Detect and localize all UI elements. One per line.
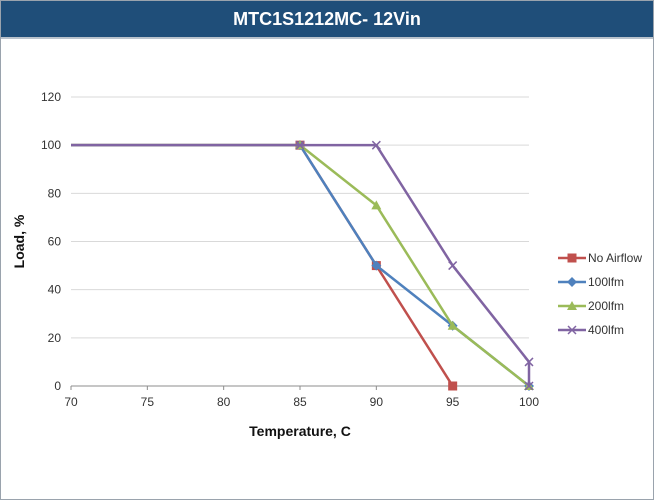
y-tick-label-80: 80 (48, 186, 62, 200)
series-group (71, 140, 534, 391)
series-100lfm (71, 140, 534, 391)
x-tick-label-100: 100 (519, 395, 539, 409)
data-point-400lfm-2 (371, 140, 381, 150)
y-tick-label-20: 20 (48, 331, 62, 345)
y-tick-label-40: 40 (48, 283, 62, 297)
series-200lfm (71, 140, 534, 390)
x-tick-label-95: 95 (446, 395, 460, 409)
x-tick-label-90: 90 (370, 395, 384, 409)
legend-item-400lfm: 400lfm (558, 323, 624, 337)
y-tick-label-0: 0 (54, 379, 61, 393)
series-400lfm (71, 140, 534, 391)
legend-marker-100lfm (567, 277, 577, 287)
y-tick-label-100: 100 (41, 138, 61, 152)
series-no-airflow (71, 140, 458, 391)
data-point-400lfm-3 (448, 261, 458, 271)
legend-item-100lfm: 100lfm (558, 275, 624, 289)
y-tick-label-60: 60 (48, 235, 62, 249)
series-line-no-airflow (71, 143, 454, 387)
tick-labels: 0 20 40 60 80 100 120 70 75 80 85 90 95 100 (41, 90, 539, 409)
data-point-100lfm-2 (371, 260, 382, 271)
x-tick-label-85: 85 (293, 395, 307, 409)
legend-label-200lfm: 200lfm (588, 299, 624, 313)
data-point-400lfm-1 (295, 140, 305, 150)
legend-marker-no-airflow (567, 253, 577, 263)
series-line-200lfm (71, 143, 530, 387)
x-axis-label: Temperature, C (249, 423, 351, 439)
legend-label-no-airflow: No Airflow (588, 251, 642, 265)
x-tick-label-80: 80 (217, 395, 231, 409)
x-tick-label-75: 75 (141, 395, 155, 409)
legend-label-400lfm: 400lfm (588, 323, 624, 337)
title-bar: MTC1S1212MC- 12Vin (1, 1, 653, 37)
data-point-200lfm-2 (371, 200, 382, 210)
series-line-400lfm (71, 143, 531, 386)
gridlines (71, 96, 529, 339)
legend-item-no-airflow: No Airflow (558, 251, 642, 265)
data-point-400lfm-4 (524, 357, 534, 367)
legend-label-100lfm: 100lfm (588, 275, 624, 289)
legend: No Airflow 100lfm 200lfm 400lfm (558, 251, 642, 337)
legend-marker-200lfm (567, 301, 577, 310)
data-point-200lfm-3 (447, 320, 458, 330)
data-point-400lfm-5 (524, 381, 534, 391)
series-line-100lfm (71, 143, 530, 387)
y-tick-label-120: 120 (41, 90, 61, 104)
legend-marker-400lfm (567, 325, 577, 335)
data-point-no-airflow-3 (448, 381, 458, 391)
y-axis-label: Load, % (11, 214, 27, 268)
axes (70, 385, 530, 390)
legend-item-200lfm: 200lfm (558, 299, 624, 313)
title-divider (1, 37, 653, 39)
chart-title: MTC1S1212MC- 12Vin (233, 8, 421, 29)
x-tick-label-70: 70 (64, 395, 78, 409)
